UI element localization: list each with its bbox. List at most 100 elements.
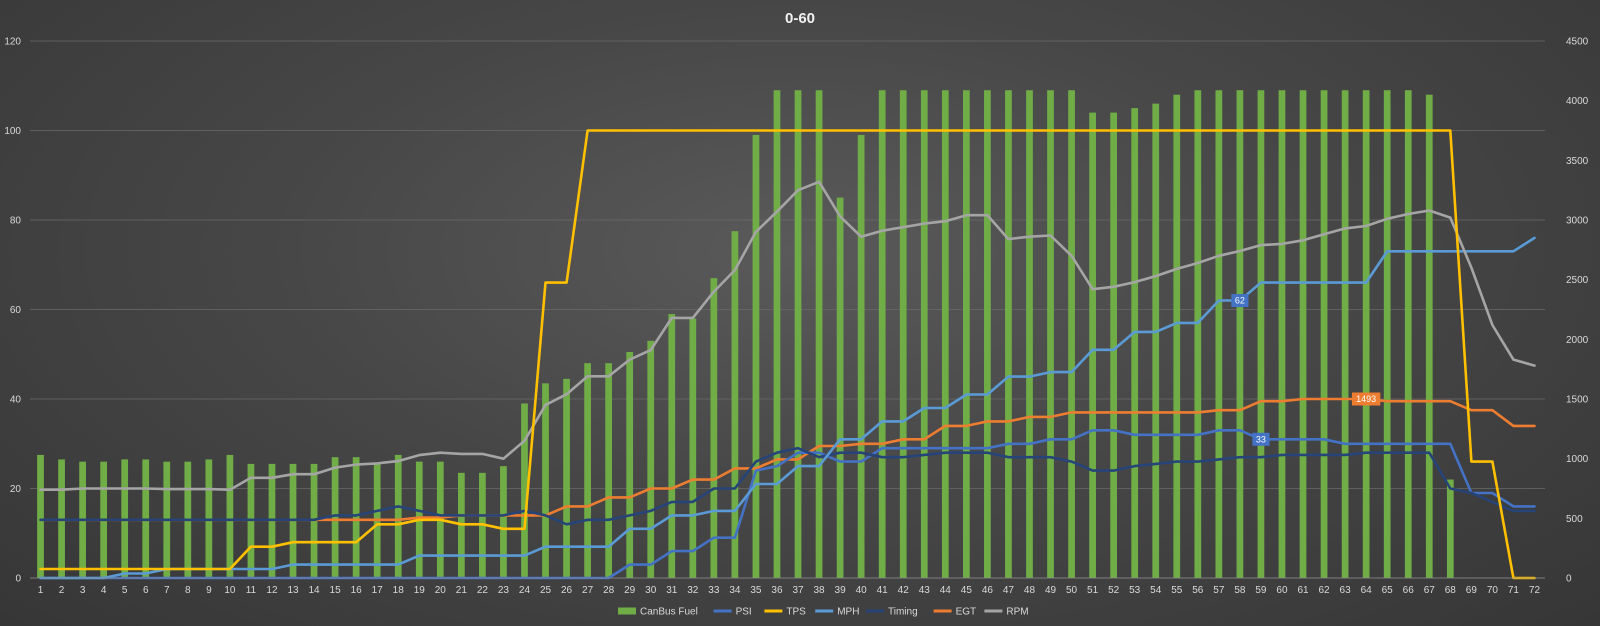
x-tick-label: 8 [185, 585, 191, 596]
x-tick-label: 49 [1045, 585, 1057, 596]
bar-canbus-fuel [563, 378, 570, 578]
y-left-tick-label: 120 [4, 37, 21, 48]
bar-canbus-fuel [1341, 90, 1349, 578]
bar-canbus-fuel [668, 313, 676, 578]
y-axis-right: 0 500 1000 1500 2000 2500 3000 3500 4000 4500 [1566, 37, 1589, 585]
data-label-text: 33 [1256, 434, 1266, 444]
x-tick-label: 5 [122, 585, 128, 596]
x-tick-label: 10 [224, 585, 236, 596]
x-tick-label: 68 [1445, 585, 1457, 596]
y-left-tick-label: 40 [10, 395, 22, 406]
x-tick-label: 54 [1150, 585, 1162, 596]
x-tick-label: 40 [856, 585, 868, 596]
x-tick-label: 69 [1466, 585, 1478, 596]
data-label-box [1231, 294, 1249, 308]
x-tick-label: 20 [435, 585, 447, 596]
bar-canbus-fuel [1026, 90, 1033, 578]
x-tick-label: 47 [1003, 585, 1015, 596]
x-tick-label: 25 [540, 585, 552, 596]
bar-canbus-fuel [1047, 90, 1054, 578]
x-tick-label: 62 [1319, 585, 1331, 596]
x-tick-label: 56 [1192, 585, 1204, 596]
x-tick-label: 46 [982, 585, 994, 596]
gridlines [30, 40, 1545, 579]
x-tick-label: 2 [59, 585, 65, 596]
legend-swatch-canbus-fuel [618, 607, 636, 615]
x-tick-label: 72 [1529, 585, 1541, 596]
bar-canbus-fuel [626, 352, 634, 578]
bar-canbus-fuel [1257, 90, 1265, 578]
line-psi [39, 428, 1536, 580]
line-rpm [39, 180, 1536, 492]
x-tick-label: 15 [330, 585, 342, 596]
x-tick-label: 64 [1361, 585, 1373, 596]
x-tick-label: 32 [687, 585, 699, 596]
line-timing [39, 446, 1536, 526]
bar-canbus-fuel [584, 363, 591, 578]
bar-canbus-fuel [941, 90, 949, 578]
bar-canbus-fuel [352, 457, 360, 578]
line-series [39, 129, 1536, 580]
x-tick-label: 21 [456, 585, 468, 596]
x-tick-label: 39 [835, 585, 847, 596]
x-tick-label: 65 [1382, 585, 1394, 596]
y-right-tick-label: 1500 [1566, 395, 1589, 406]
x-tick-label: 33 [708, 585, 720, 596]
bar-canbus-fuel [37, 454, 44, 578]
bar-canbus-fuel [962, 90, 970, 578]
x-tick-label: 4 [101, 585, 107, 596]
x-tick-label: 14 [309, 585, 321, 596]
bar-canbus-fuel [1320, 90, 1328, 578]
x-tick-label: 43 [919, 585, 931, 596]
bar-canbus-fuel [1068, 90, 1075, 578]
y-right-tick-label: 1000 [1566, 454, 1589, 465]
bar-canbus-fuel [1383, 90, 1391, 578]
x-tick-label: 63 [1340, 585, 1352, 596]
y-right-tick-label: 3000 [1566, 216, 1589, 227]
x-tick-label: 44 [940, 585, 952, 596]
x-tick-label: 66 [1403, 585, 1415, 596]
y-right-tick-label: 4500 [1566, 37, 1589, 48]
y-left-tick-label: 100 [4, 126, 21, 137]
y-right-tick-label: 2000 [1566, 335, 1589, 346]
legend-label-psi: PSI [736, 607, 752, 618]
bar-canbus-fuel [710, 278, 718, 578]
x-tick-label: 28 [603, 585, 615, 596]
legend-label-mph: MPH [837, 607, 859, 618]
y-left-tick-label: 60 [10, 305, 22, 316]
x-tick-label: 18 [393, 585, 405, 596]
x-tick-label: 9 [206, 585, 212, 596]
x-tick-label: 57 [1213, 585, 1225, 596]
data-labels: 62 33 1493 [1231, 294, 1381, 446]
x-tick-label: 12 [266, 585, 278, 596]
data-label-text: 1493 [1356, 394, 1376, 404]
x-tick-label: 26 [561, 585, 573, 596]
x-tick-label: 1 [38, 585, 44, 596]
x-tick-label: 23 [498, 585, 510, 596]
x-tick-label: 13 [287, 585, 299, 596]
x-tick-label: 38 [814, 585, 826, 596]
x-tick-label: 50 [1066, 585, 1078, 596]
x-tick-label: 42 [898, 585, 910, 596]
bar-canbus-fuel [1173, 94, 1181, 578]
chart-title: 0-60 [785, 10, 815, 27]
x-tick-label: 35 [750, 585, 762, 596]
bar-canbus-fuel [773, 90, 781, 578]
bar-canbus-fuel [984, 90, 991, 578]
data-label-text: 62 [1235, 296, 1245, 306]
bar-canbus-fuel [1152, 103, 1160, 579]
x-tick-label: 55 [1171, 585, 1183, 596]
legend: CanBus Fuel PSI TPS MPH Timing EGT RPM [618, 607, 1029, 618]
x-tick-label: 34 [729, 585, 741, 596]
bar-canbus-fuel [1362, 90, 1370, 578]
bar-canbus-fuel [815, 90, 823, 578]
line-tps [39, 129, 1536, 580]
bar-canbus-fuel [1131, 108, 1139, 578]
x-tick-label: 11 [246, 585, 257, 596]
legend-label-tps: TPS [786, 607, 806, 618]
x-tick-label: 52 [1108, 585, 1120, 596]
x-tick-label: 22 [477, 585, 489, 596]
x-tick-label: 45 [961, 585, 973, 596]
y-left-tick-label: 0 [15, 574, 21, 585]
legend-label-timing: Timing [888, 607, 918, 618]
